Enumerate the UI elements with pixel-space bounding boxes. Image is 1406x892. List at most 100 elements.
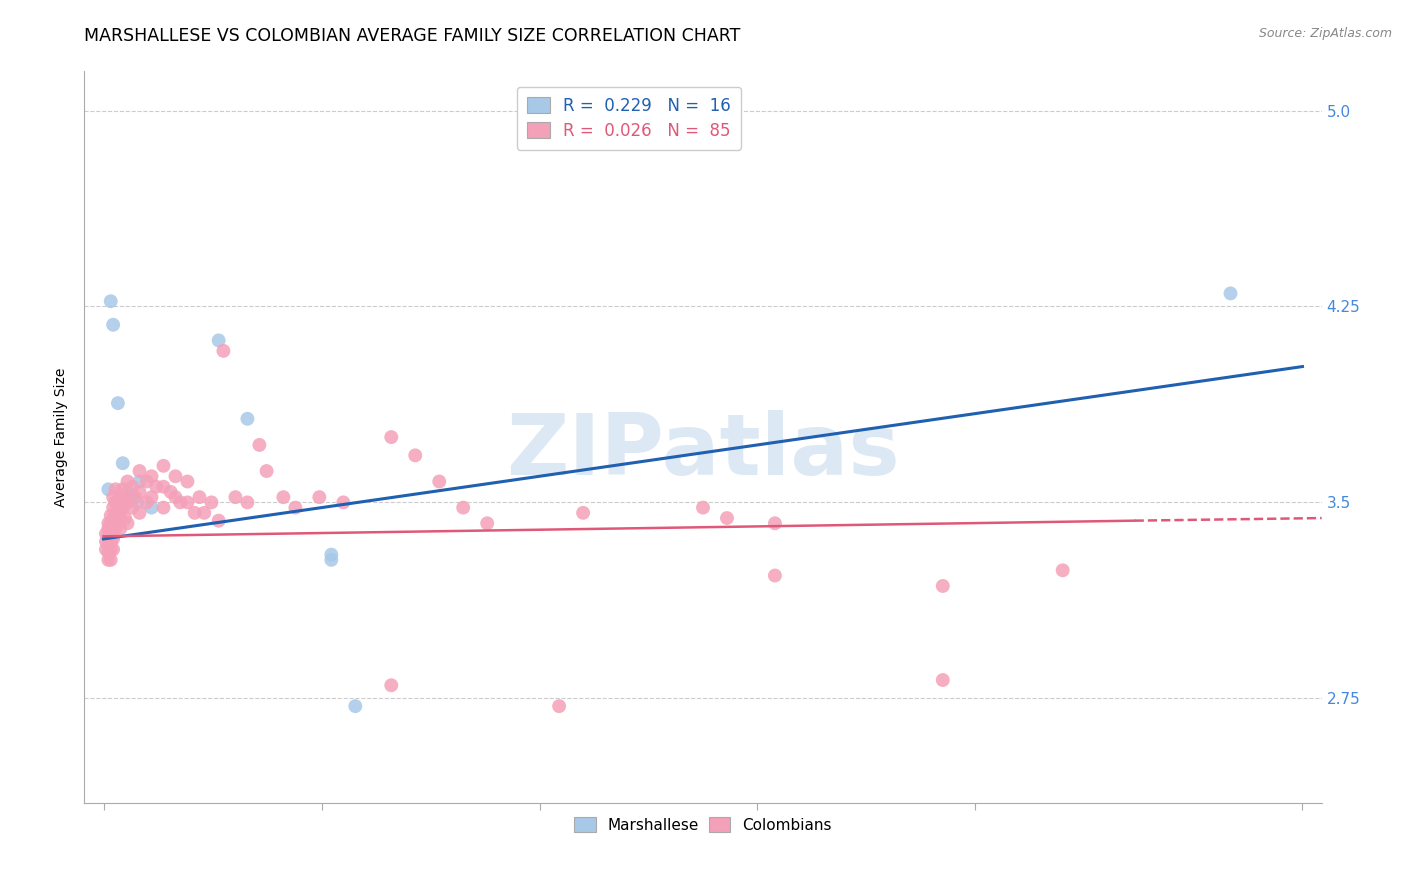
Point bbox=[97, 483, 120, 497]
Point bbox=[128, 475, 150, 489]
Point bbox=[152, 480, 174, 494]
Point bbox=[135, 495, 157, 509]
Point bbox=[117, 485, 139, 500]
Point bbox=[114, 490, 136, 504]
Point bbox=[321, 553, 343, 567]
Point bbox=[145, 480, 167, 494]
Point bbox=[121, 500, 143, 515]
Point bbox=[188, 490, 211, 504]
Point bbox=[200, 495, 222, 509]
Text: Source: ZipAtlas.com: Source: ZipAtlas.com bbox=[1258, 27, 1392, 40]
Text: MARSHALLESE VS COLOMBIAN AVERAGE FAMILY SIZE CORRELATION CHART: MARSHALLESE VS COLOMBIAN AVERAGE FAMILY … bbox=[84, 27, 741, 45]
Point bbox=[380, 430, 402, 444]
Point bbox=[104, 522, 127, 536]
Point bbox=[107, 396, 129, 410]
Point bbox=[548, 699, 571, 714]
Point bbox=[101, 500, 124, 515]
Point bbox=[716, 511, 738, 525]
Point bbox=[111, 456, 134, 470]
Point bbox=[101, 532, 124, 546]
Point bbox=[110, 522, 132, 536]
Point bbox=[152, 500, 174, 515]
Point bbox=[104, 508, 127, 523]
Point bbox=[100, 294, 122, 309]
Point bbox=[141, 490, 163, 504]
Point bbox=[141, 469, 163, 483]
Point bbox=[135, 475, 157, 489]
Point bbox=[121, 490, 143, 504]
Point bbox=[101, 318, 124, 332]
Point bbox=[763, 568, 786, 582]
Legend: Marshallese, Colombians: Marshallese, Colombians bbox=[568, 812, 838, 839]
Point bbox=[128, 485, 150, 500]
Point bbox=[100, 534, 122, 549]
Point bbox=[101, 490, 124, 504]
Point bbox=[100, 516, 122, 531]
Point bbox=[111, 483, 134, 497]
Point bbox=[183, 506, 205, 520]
Point bbox=[247, 438, 270, 452]
Point bbox=[104, 483, 127, 497]
Point bbox=[308, 490, 330, 504]
Point bbox=[94, 542, 117, 557]
Point bbox=[1052, 563, 1074, 577]
Point bbox=[97, 522, 120, 536]
Point bbox=[332, 495, 354, 509]
Point bbox=[932, 579, 955, 593]
Point bbox=[572, 506, 595, 520]
Point bbox=[236, 412, 259, 426]
Point bbox=[236, 495, 259, 509]
Point bbox=[159, 485, 181, 500]
Point bbox=[124, 490, 146, 504]
Point bbox=[110, 506, 132, 520]
Point bbox=[477, 516, 499, 531]
Point bbox=[208, 334, 231, 348]
Point bbox=[111, 500, 134, 515]
Point bbox=[100, 542, 122, 557]
Point bbox=[117, 516, 139, 531]
Point bbox=[100, 526, 122, 541]
Point bbox=[692, 500, 714, 515]
Text: ZIPatlas: ZIPatlas bbox=[506, 410, 900, 493]
Point bbox=[97, 553, 120, 567]
Point bbox=[763, 516, 786, 531]
Point bbox=[101, 542, 124, 557]
Point bbox=[107, 511, 129, 525]
Point bbox=[110, 490, 132, 504]
Point bbox=[107, 495, 129, 509]
Point bbox=[100, 508, 122, 523]
Y-axis label: Average Family Size: Average Family Size bbox=[55, 368, 69, 507]
Point bbox=[256, 464, 278, 478]
Point bbox=[121, 480, 143, 494]
Point bbox=[427, 475, 450, 489]
Point bbox=[176, 475, 198, 489]
Point bbox=[127, 495, 149, 509]
Point bbox=[94, 534, 117, 549]
Point bbox=[97, 529, 120, 543]
Point bbox=[932, 673, 955, 687]
Point bbox=[321, 548, 343, 562]
Point bbox=[224, 490, 246, 504]
Point bbox=[344, 699, 367, 714]
Point bbox=[117, 475, 139, 489]
Point bbox=[94, 526, 117, 541]
Point bbox=[128, 464, 150, 478]
Point bbox=[284, 500, 307, 515]
Point bbox=[97, 545, 120, 559]
Point bbox=[451, 500, 474, 515]
Point bbox=[152, 458, 174, 473]
Point bbox=[97, 537, 120, 551]
Point bbox=[165, 490, 187, 504]
Point bbox=[404, 449, 426, 463]
Point bbox=[97, 516, 120, 531]
Point bbox=[117, 495, 139, 509]
Point bbox=[273, 490, 295, 504]
Point bbox=[208, 514, 231, 528]
Point bbox=[169, 495, 191, 509]
Point bbox=[100, 553, 122, 567]
Point bbox=[193, 506, 215, 520]
Point bbox=[114, 511, 136, 525]
Point bbox=[128, 506, 150, 520]
Point bbox=[1219, 286, 1241, 301]
Point bbox=[212, 343, 235, 358]
